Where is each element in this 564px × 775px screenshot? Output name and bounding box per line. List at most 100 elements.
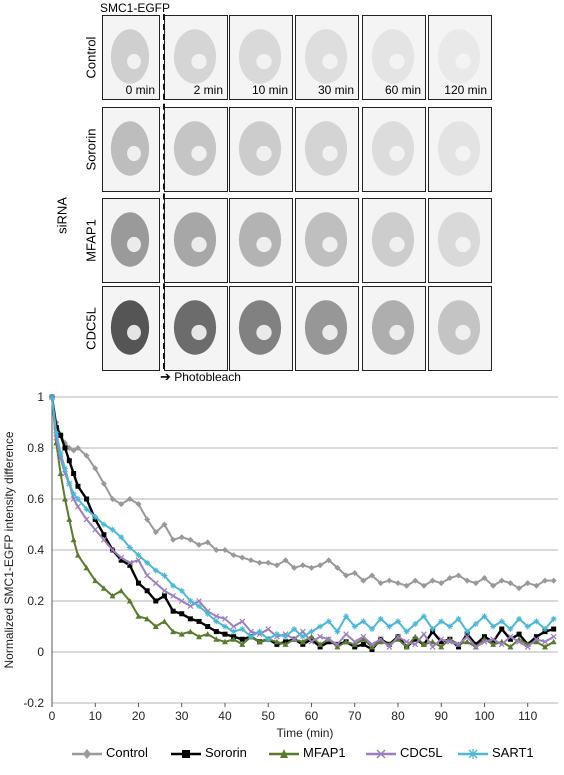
data-point bbox=[550, 615, 557, 622]
cell-image-cdc5l-5 bbox=[428, 286, 492, 371]
data-point bbox=[222, 631, 228, 637]
cell-image-control-4: 60 min bbox=[362, 15, 426, 100]
data-point bbox=[343, 638, 350, 645]
data-point bbox=[550, 633, 557, 640]
data-point bbox=[239, 636, 245, 642]
data-point bbox=[213, 613, 220, 620]
data-point bbox=[126, 544, 133, 551]
data-point bbox=[507, 636, 513, 642]
nucleus-image bbox=[173, 29, 217, 84]
x-tick-label: 40 bbox=[218, 709, 232, 723]
x-tick-label: 30 bbox=[175, 709, 189, 723]
data-point bbox=[61, 496, 68, 502]
y-tick-label: 0.4 bbox=[27, 543, 44, 557]
data-point bbox=[412, 620, 419, 627]
data-point bbox=[179, 611, 185, 617]
data-point bbox=[135, 552, 142, 559]
cell-image-mfap1-1 bbox=[164, 198, 228, 283]
data-point bbox=[524, 580, 531, 587]
data-point bbox=[62, 445, 68, 451]
data-point bbox=[464, 577, 471, 584]
y-axis-title: Normalized SMC1-EGFP intensity differenc… bbox=[2, 431, 16, 668]
data-point bbox=[161, 521, 168, 528]
data-point bbox=[326, 639, 332, 645]
data-point bbox=[187, 616, 193, 622]
data-point bbox=[101, 532, 107, 538]
data-point bbox=[152, 580, 159, 587]
data-point bbox=[325, 618, 332, 625]
cell-image-control-2: 10 min bbox=[229, 15, 293, 100]
frap-line-chart: -0.200.20.40.60.810 10 20 30 40 50 60 70 80 90 100… bbox=[2, 390, 558, 740]
y-tick-label: 0.6 bbox=[27, 492, 44, 506]
data-point bbox=[464, 633, 471, 640]
data-point bbox=[481, 575, 488, 582]
data-point bbox=[152, 623, 159, 629]
nucleus-image bbox=[238, 300, 282, 355]
data-point bbox=[507, 580, 514, 587]
data-point bbox=[144, 572, 151, 579]
data-point bbox=[204, 539, 211, 546]
data-point bbox=[377, 638, 384, 645]
cell-image-mfap1-5 bbox=[428, 198, 492, 283]
data-point bbox=[70, 490, 77, 497]
data-point bbox=[300, 641, 306, 647]
data-point bbox=[230, 552, 237, 559]
data-point bbox=[239, 641, 246, 647]
data-point bbox=[92, 526, 99, 533]
data-point bbox=[490, 641, 497, 647]
data-point bbox=[472, 580, 479, 587]
data-point bbox=[74, 552, 81, 558]
data-point bbox=[74, 445, 81, 451]
data-point bbox=[291, 564, 298, 571]
cell-image-cdc5l-2 bbox=[229, 286, 293, 371]
data-point bbox=[456, 644, 462, 650]
data-point bbox=[161, 618, 168, 624]
cell-image-control-1: 2 min bbox=[164, 15, 228, 100]
data-point bbox=[75, 483, 81, 489]
data-point bbox=[412, 636, 418, 642]
data-point bbox=[118, 501, 125, 508]
x-tick-label: 70 bbox=[348, 709, 362, 723]
data-point bbox=[58, 432, 64, 438]
data-point bbox=[420, 582, 427, 589]
nucleus-image bbox=[238, 29, 282, 84]
data-point bbox=[256, 559, 263, 566]
photobleach-annotation: ➔ Photobleach bbox=[160, 369, 241, 385]
row-label-mfap1: MFAP1 bbox=[83, 218, 99, 262]
data-point bbox=[438, 580, 445, 587]
data-point bbox=[334, 641, 341, 648]
data-point bbox=[343, 631, 350, 638]
data-point bbox=[282, 641, 289, 647]
data-point bbox=[351, 623, 358, 630]
legend-label: SART1 bbox=[492, 745, 534, 760]
data-point bbox=[213, 547, 220, 553]
cell-image-cdc5l-3 bbox=[295, 286, 359, 371]
data-point bbox=[83, 452, 90, 459]
legend-swatch bbox=[171, 750, 201, 758]
data-point bbox=[196, 598, 202, 604]
data-point bbox=[317, 623, 324, 630]
data-point bbox=[403, 638, 410, 645]
data-point bbox=[126, 598, 133, 604]
data-point bbox=[369, 646, 375, 652]
nucleus-image bbox=[110, 212, 150, 267]
data-point bbox=[282, 633, 289, 640]
cell-image-cdc5l-1 bbox=[164, 286, 228, 371]
data-point bbox=[92, 577, 99, 584]
data-point bbox=[178, 534, 185, 541]
y-tick-label: -0.2 bbox=[23, 696, 44, 710]
nucleus-image bbox=[110, 29, 150, 84]
row-label-control: Control bbox=[83, 36, 99, 78]
data-point bbox=[273, 638, 280, 645]
data-point bbox=[369, 643, 376, 650]
legend-label: Sororin bbox=[205, 745, 247, 760]
data-point bbox=[170, 536, 177, 543]
data-point bbox=[230, 628, 237, 635]
data-point bbox=[222, 615, 228, 622]
data-point bbox=[83, 516, 90, 523]
data-point bbox=[472, 620, 479, 627]
data-point bbox=[196, 541, 203, 548]
data-point bbox=[308, 628, 315, 635]
x-axis-title: Time (min) bbox=[277, 726, 334, 740]
data-point bbox=[135, 580, 141, 586]
